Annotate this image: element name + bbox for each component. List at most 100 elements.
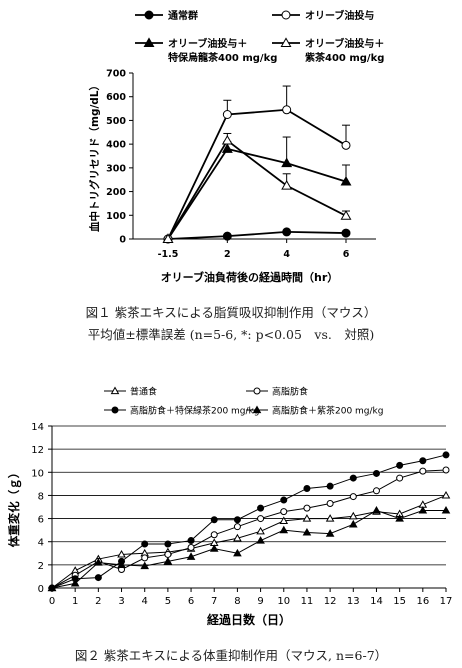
chart2-x-tick-label: 9: [257, 596, 263, 607]
chart1-x-tick-label: 2: [224, 249, 231, 260]
chart2-point: [395, 514, 404, 522]
chart2-point: [210, 531, 218, 539]
chart2-point: [70, 578, 80, 587]
chart2-point: [233, 523, 241, 531]
chart1-legend-label: オリーブ油投与＋: [305, 37, 384, 50]
chart1-point: [340, 176, 352, 186]
chart2-x-tick-label: 1: [72, 596, 78, 607]
chart2-legend-label: 普通食: [130, 386, 157, 398]
chart2-point: [302, 514, 312, 522]
chart2-y-tick-label: 8: [38, 491, 44, 502]
chart1-point: [221, 134, 233, 145]
chart1-point: [281, 157, 293, 168]
chart2-point: [141, 554, 149, 562]
chart2-point: [419, 467, 427, 475]
chart1-legend-entry: オリーブ油投与＋紫茶400 mg/kg: [272, 37, 384, 64]
chart2-series-4: [47, 506, 451, 592]
chart1-x-axis-label: オリーブ油負荷後の経過時間（hr）: [161, 270, 339, 284]
chart2-point: [186, 552, 196, 560]
chart1-legend-label: 特保烏龍茶400 mg/kg: [168, 51, 277, 64]
chart2-point: [441, 490, 451, 499]
chart2-point: [280, 508, 288, 516]
chart1-legend-marker: [143, 37, 155, 47]
chart1-series-1: [167, 230, 347, 240]
chart2-point: [303, 484, 311, 492]
chart2-gridlines: [52, 425, 446, 566]
chart2-series-line: [51, 454, 447, 589]
chart1-legend-marker: [281, 10, 291, 20]
chart2-point: [326, 482, 334, 490]
chart2-series: [47, 451, 451, 592]
chart2-point: [233, 548, 242, 557]
chart1-y-tick-label: 500: [106, 116, 126, 127]
chart2-y-tick-label: 6: [38, 515, 44, 526]
chart2-point: [257, 504, 265, 512]
chart2-point: [303, 504, 311, 512]
chart1-point: [162, 233, 174, 243]
chart1-point: [341, 140, 351, 150]
chart2-point: [117, 549, 126, 558]
chart2-legend-marker: [110, 386, 120, 395]
chart2-legend-marker: [252, 405, 262, 414]
chart2-legend-label: 高脂肪食: [272, 386, 308, 398]
chart1-legend-label: 紫茶400 mg/kg: [305, 51, 384, 64]
chart1-legend-marker: [144, 10, 154, 20]
chart2-point: [233, 533, 242, 542]
chart1-series-3: [167, 136, 350, 240]
chart2-point: [164, 550, 172, 558]
chart1-x-tick-label: 6: [343, 249, 350, 260]
chart2-point: [279, 525, 289, 534]
chart2-point: [348, 519, 358, 528]
chart1-legend-label: オリーブ油投与: [305, 9, 374, 22]
chart1-legend-entry: 通常群: [135, 9, 198, 22]
chart2-point: [47, 583, 57, 592]
chart1-point: [222, 231, 232, 241]
chart2-point: [372, 469, 380, 477]
chart1-series-line: [167, 139, 347, 240]
chart1-point: [282, 105, 292, 115]
chart1-point: [222, 110, 232, 119]
chart2-series-2: [48, 466, 450, 592]
chart2-point: [349, 474, 357, 482]
chart2-y-tick-label: 10: [31, 468, 44, 479]
chart1-series-line: [167, 230, 347, 240]
chart1-series-line: [167, 147, 347, 240]
chart2-point: [419, 457, 427, 465]
chart2-point: [396, 474, 404, 482]
chart2-point: [140, 561, 150, 570]
chart2-series-3: [48, 451, 450, 592]
chart1-y-tick-label: 400: [106, 140, 126, 151]
chart2-series-line: [51, 509, 446, 589]
chart2-x-tick-label: 4: [142, 596, 148, 607]
chart2-point: [325, 514, 335, 522]
chart1-legend-entry: オリーブ油投与: [272, 9, 374, 22]
chart2-x-tick-label: 2: [95, 596, 101, 607]
chart2-y-tick-label: 4: [38, 538, 44, 549]
chart2-point: [94, 558, 103, 566]
chart1-y-tick-label: 0: [119, 235, 126, 246]
chart2-x-tick-label: 14: [370, 596, 383, 607]
chart2-point: [418, 506, 428, 514]
chart2-x-tick-label: 8: [234, 596, 240, 607]
chart2-y-tick-label: 0: [38, 584, 44, 595]
chart2-point: [117, 560, 126, 568]
figure1-caption: 図１ 紫茶エキスによる脂質吸収抑制作用（マウス）: [85, 305, 377, 320]
chart1-axes: 0 100 200 300 400 500 600 700 -1.5 2 4 6: [106, 69, 376, 260]
chart1-legend-entry: オリーブ油投与＋特保烏龍茶400 mg/kg: [135, 37, 277, 64]
chart2-point: [187, 537, 195, 545]
chart1-series-2: [167, 85, 350, 240]
chart2-point: [441, 506, 451, 514]
chart1-legend-label: オリーブ油投与＋: [168, 37, 247, 50]
chart1-legend-label: 通常群: [168, 9, 198, 22]
chart2-legend-marker: [111, 406, 119, 414]
chart2-x-tick-label: 7: [211, 596, 217, 607]
chart2-point: [372, 487, 380, 495]
chart2-point: [280, 496, 288, 504]
chart1-series: [162, 85, 352, 244]
chart2-point: [302, 527, 312, 536]
chart1-y-tick-label: 300: [106, 163, 126, 174]
chart2-point: [187, 544, 195, 551]
